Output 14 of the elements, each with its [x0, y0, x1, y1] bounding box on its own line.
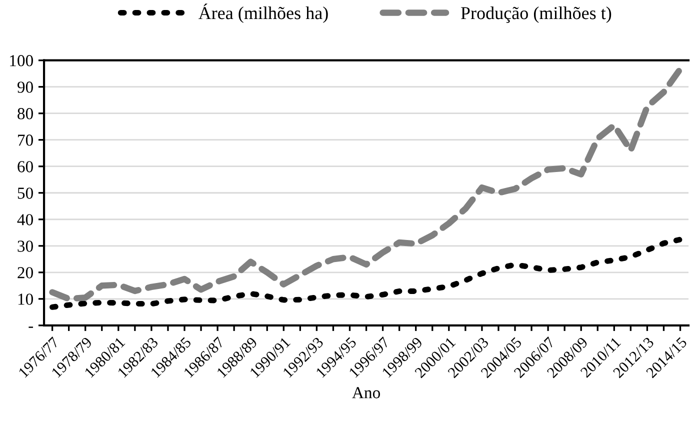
y-tick-label: 100	[10, 55, 33, 66]
y-tick-label: 40	[17, 214, 33, 226]
y-tick-label: 70	[18, 134, 33, 146]
y-tick-label: 30	[18, 240, 33, 252]
legend-label: Produção (milhões t)	[460, 6, 612, 23]
y-tick-label: 50	[18, 188, 33, 199]
legend-label: Área (milhões ha)	[198, 4, 328, 23]
y-tick-label: 60	[18, 161, 33, 172]
y-tick-label: 90	[17, 82, 33, 93]
y-tick-label: -	[28, 326, 34, 328]
y-tick-label: 80	[18, 108, 33, 120]
x-axis-title: Ano	[352, 387, 380, 398]
y-tick-label: 20	[18, 267, 33, 278]
y-tick-label: 10	[18, 294, 33, 305]
